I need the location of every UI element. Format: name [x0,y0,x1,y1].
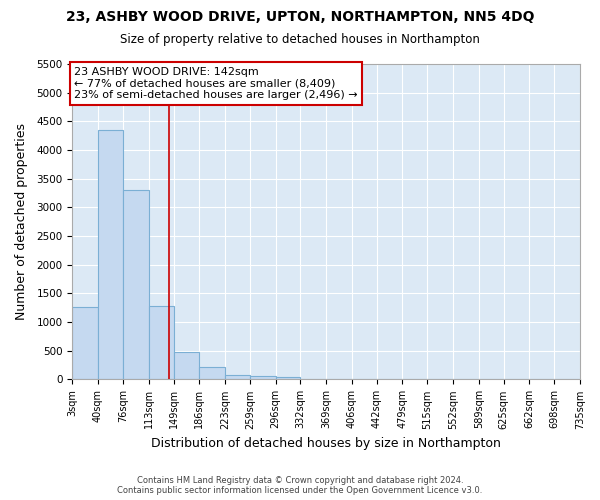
Bar [98,130,123,380]
Bar [275,377,301,380]
Text: 23 ASHBY WOOD DRIVE: 142sqm
← 77% of detached houses are smaller (8,409)
23% of : 23 ASHBY WOOD DRIVE: 142sqm ← 77% of det… [74,67,358,100]
Text: 23, ASHBY WOOD DRIVE, UPTON, NORTHAMPTON, NN5 4DQ: 23, ASHBY WOOD DRIVE, UPTON, NORTHAMPTON… [66,10,534,24]
Bar [73,306,98,380]
Text: Contains HM Land Registry data © Crown copyright and database right 2024.
Contai: Contains HM Land Registry data © Crown c… [118,476,482,495]
X-axis label: Distribution of detached houses by size in Northampton: Distribution of detached houses by size … [151,437,501,450]
Y-axis label: Number of detached properties: Number of detached properties [15,123,28,320]
Bar [173,352,199,380]
Bar [199,367,225,380]
Text: Size of property relative to detached houses in Northampton: Size of property relative to detached ho… [120,32,480,46]
Bar [149,306,173,380]
Bar [123,190,149,380]
Bar [225,375,250,380]
Bar [250,376,275,380]
